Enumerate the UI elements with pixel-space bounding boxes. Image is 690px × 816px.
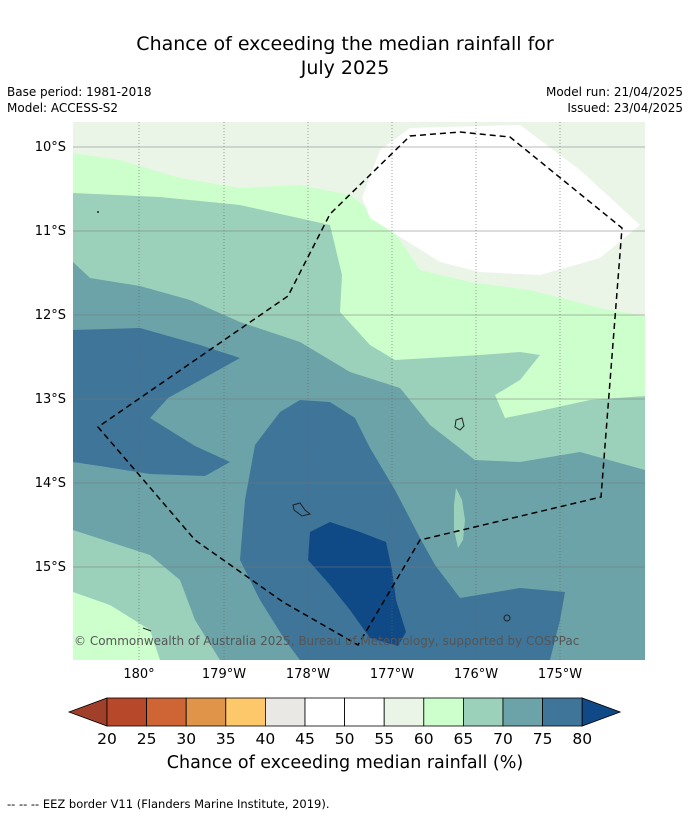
colorbar-box (106, 697, 147, 727)
colorbar-tick-label: 80 (572, 730, 592, 748)
islands (97, 211, 511, 632)
band-80 (308, 522, 406, 646)
colorbar-box (146, 697, 187, 727)
meta-left: Base period: 1981-2018 Model: ACCESS-S2 (7, 84, 152, 116)
colorbar-tick-label: 20 (97, 730, 117, 748)
colorbar-tick-label: 50 (335, 730, 355, 748)
band-50-55 (362, 125, 640, 275)
colorbar-tick-label: 70 (493, 730, 513, 748)
graticule (73, 122, 645, 660)
lon-label: 178°W (286, 667, 330, 682)
colorbar-tick-label: 55 (374, 730, 394, 748)
issued-date: Issued: 23/04/2025 (567, 101, 683, 115)
map-figure: © Commonwealth of Australia 2025, Bureau… (35, 122, 645, 748)
lat-label: 13°S (35, 392, 66, 407)
colorbar-extend-high (581, 697, 622, 727)
longitude-labels: 180° 179°W 178°W 177°W 176°W 175°W (123, 667, 582, 682)
colorbar-box (304, 697, 345, 727)
colorbar-tick-label: 30 (176, 730, 196, 748)
model-run: Model run: 21/04/2025 (545, 85, 683, 99)
eez-border (96, 131, 623, 647)
lat-label: 11°S (35, 224, 66, 239)
lat-label: 15°S (35, 560, 66, 575)
lon-label: 177°W (370, 667, 414, 682)
island-northwest (97, 211, 99, 213)
colorbar-box (542, 697, 583, 727)
colorbar-tick-label: 35 (216, 730, 236, 748)
island-southeast (503, 614, 511, 622)
colorbar-box (462, 697, 504, 727)
meta-right: Model run: 21/04/2025 Issued: 23/04/2025 (546, 84, 683, 116)
colorbar-extend-low (67, 697, 108, 727)
band-65-70-patch (454, 488, 465, 548)
colorbar-tick-label: 45 (295, 730, 315, 748)
model-name: Model: ACCESS-S2 (7, 101, 119, 115)
colorbar: 20 25 30 35 40 45 50 55 60 65 70 75 80 (67, 697, 622, 748)
colorbar-tick-label: 25 (137, 730, 157, 748)
island-east (454, 417, 465, 431)
copyright-note: © Commonwealth of Australia 2025, Bureau… (74, 634, 579, 648)
rainfall-map (73, 122, 645, 660)
lon-label: 179°W (202, 667, 246, 682)
lat-label: 10°S (35, 140, 66, 155)
lon-label: 180° (123, 667, 154, 682)
colorbar-box (423, 697, 464, 727)
lon-label: 175°W (538, 667, 582, 682)
lat-label: 12°S (35, 308, 66, 323)
colorbar-tick-label: 60 (414, 730, 434, 748)
colorbar-box (344, 697, 385, 727)
colorbar-box (502, 697, 543, 727)
colorbar-box (225, 697, 266, 727)
band-75-80-west (73, 328, 240, 476)
colorbar-tick-label: 40 (256, 730, 276, 748)
title-line-2: July 2025 (300, 57, 390, 79)
island-southwest (142, 627, 152, 632)
colorbar-tick-label: 65 (454, 730, 474, 748)
colorbar-box (383, 697, 425, 727)
title-line-1: Chance of exceeding the median rainfall … (136, 33, 554, 55)
colorbar-box (264, 697, 306, 727)
latitude-labels: 10°S 11°S 12°S 13°S 14°S 15°S (35, 140, 66, 575)
colorbar-title: Chance of exceeding median rainfall (%) (166, 753, 524, 773)
eez-footnote: -- -- -- EEZ border V11 (Flanders Marine… (7, 797, 330, 811)
band-75-80-south (240, 400, 565, 660)
colorbar-box (185, 697, 227, 727)
island-south (292, 502, 312, 517)
map-title: Chance of exceeding the median rainfall … (0, 32, 690, 80)
lat-label: 14°S (35, 476, 66, 491)
lon-label: 176°W (454, 667, 498, 682)
band-60-65-lower-left (73, 592, 160, 660)
base-period: Base period: 1981-2018 (7, 85, 152, 99)
colorbar-tick-label: 75 (533, 730, 553, 748)
